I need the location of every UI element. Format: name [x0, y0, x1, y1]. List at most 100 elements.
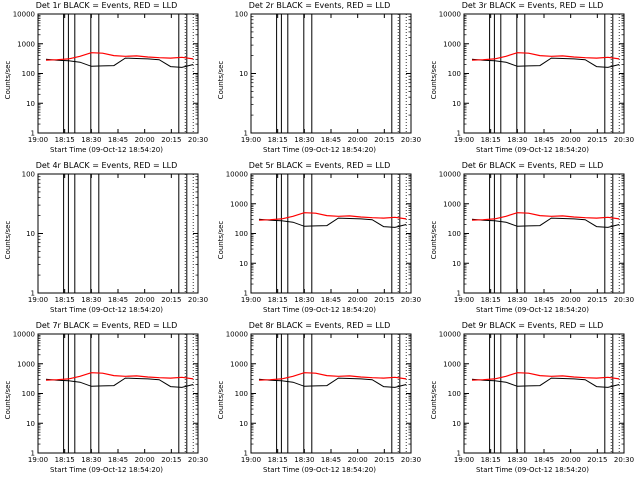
- x-tick-label: 20:30: [614, 136, 634, 144]
- y-tick-label: 1: [457, 450, 461, 458]
- panel-title: Det 9r BLACK = Events, RED = LLD: [461, 321, 604, 330]
- y-axis-label: Counts/sec: [430, 220, 438, 260]
- panel-title: Det 1r BLACK = Events, RED = LLD: [35, 1, 178, 10]
- x-tick-label: 20:00: [135, 456, 155, 464]
- x-tick-label: 20:30: [614, 296, 634, 304]
- series-line: [471, 372, 620, 381]
- x-tick-label: 18:45: [534, 296, 554, 304]
- series-line: [258, 212, 407, 221]
- detector-panel: 1 10 100 1000 10000 19:00 18:15 18:30 18:45 20:00…: [426, 320, 639, 480]
- plot-canvas: 1 10 100 1000 10000 19:00 18:15 18:30 18:45 20:00…: [226, 171, 421, 305]
- detector-panel: 1 10 100 1000 10000 19:00 18:15 18:30 18:45 20:00…: [0, 320, 213, 480]
- x-tick-label: 18:15: [481, 296, 501, 304]
- plot-canvas: 1 10 100 1000 10000 19:00 18:15 18:30 18:45 20:00…: [13, 11, 208, 145]
- y-tick-label: 10: [26, 100, 35, 108]
- panel-title: Det 6r BLACK = Events, RED = LLD: [461, 161, 604, 170]
- panel-title: Det 3r BLACK = Events, RED = LLD: [461, 1, 604, 10]
- series-line: [258, 377, 407, 388]
- x-axis-label: Start Time (09-Oct-12 18:54:20): [50, 306, 163, 314]
- x-tick-label: 18:45: [108, 136, 128, 144]
- series-line: [471, 212, 620, 221]
- series-line: [258, 217, 407, 228]
- y-tick-label: 1: [244, 130, 248, 138]
- y-tick-label: 1000: [443, 360, 461, 368]
- y-tick-label: 1000: [17, 40, 35, 48]
- panel-title: Det 2r BLACK = Events, RED = LLD: [248, 1, 391, 10]
- x-tick-label: 20:15: [161, 296, 181, 304]
- panel-title: Det 4r BLACK = Events, RED = LLD: [35, 161, 178, 170]
- detector-panel: 1 10 100 19:00 18:15 18:30 18:45 20:00 20:15 20:3…: [213, 0, 426, 160]
- x-tick-label: 18:45: [321, 136, 341, 144]
- x-tick-label: 20:15: [587, 296, 607, 304]
- x-tick-label: 18:45: [321, 296, 341, 304]
- x-tick-label: 18:45: [534, 456, 554, 464]
- series-line: [471, 57, 620, 68]
- y-tick-label: 10: [452, 420, 461, 428]
- plot-frame: [37, 333, 199, 454]
- x-axis-label: Start Time (09-Oct-12 18:54:20): [263, 306, 376, 314]
- y-tick-label: 100: [235, 11, 248, 19]
- x-tick-label: 19:00: [241, 136, 261, 144]
- detector-panel: 1 10 100 1000 10000 19:00 18:15 18:30 18:45 20:00…: [213, 160, 426, 320]
- panel-title: Det 7r BLACK = Events, RED = LLD: [35, 321, 178, 330]
- x-axis-label: Start Time (09-Oct-12 18:54:20): [50, 146, 163, 154]
- plot-frame: [37, 13, 199, 134]
- x-tick-label: 20:30: [188, 136, 208, 144]
- x-tick-label: 20:15: [587, 456, 607, 464]
- y-tick-label: 1: [244, 450, 248, 458]
- x-axis-label: Start Time (09-Oct-12 18:54:20): [476, 466, 589, 474]
- y-axis-label: Counts/sec: [4, 380, 12, 420]
- plot-frame: [463, 13, 625, 134]
- series-line: [471, 52, 620, 61]
- y-tick-label: 10000: [226, 171, 248, 179]
- x-tick-label: 18:45: [108, 296, 128, 304]
- x-tick-label: 20:30: [188, 456, 208, 464]
- plot-frame: [250, 173, 412, 294]
- plot-canvas: 1 10 100 1000 10000 19:00 18:15 18:30 18:45 20:00…: [439, 11, 634, 145]
- x-tick-label: 19:00: [454, 136, 474, 144]
- x-tick-label: 20:15: [587, 136, 607, 144]
- plot-canvas: 1 10 100 19:00 18:15 18:30 18:45 20:00 20:15 20:3…: [235, 11, 421, 145]
- y-tick-label: 10000: [439, 171, 461, 179]
- x-tick-label: 18:15: [268, 296, 288, 304]
- panel-title: Det 5r BLACK = Events, RED = LLD: [248, 161, 391, 170]
- x-tick-label: 19:00: [454, 296, 474, 304]
- x-tick-label: 20:30: [401, 296, 421, 304]
- x-tick-label: 20:15: [374, 136, 394, 144]
- y-tick-label: 100: [22, 70, 35, 78]
- y-tick-label: 1: [31, 130, 35, 138]
- y-axis-label: Counts/sec: [217, 380, 225, 420]
- y-tick-label: 10000: [439, 11, 461, 19]
- y-tick-label: 10000: [13, 11, 35, 19]
- plot-canvas: 1 10 100 1000 10000 19:00 18:15 18:30 18:45 20:00…: [439, 331, 634, 465]
- y-tick-label: 10: [26, 420, 35, 428]
- x-tick-label: 18:30: [294, 136, 314, 144]
- y-tick-label: 1000: [443, 200, 461, 208]
- series-line: [45, 377, 194, 388]
- x-tick-label: 20:00: [561, 456, 581, 464]
- x-tick-label: 20:30: [188, 296, 208, 304]
- plot-canvas: 1 10 100 1000 10000 19:00 18:15 18:30 18:45 20:00…: [439, 171, 634, 305]
- series-line: [471, 217, 620, 228]
- x-tick-label: 18:15: [481, 456, 501, 464]
- y-tick-label: 10: [239, 420, 248, 428]
- y-tick-label: 1: [457, 130, 461, 138]
- y-axis-label: Counts/sec: [430, 60, 438, 100]
- x-tick-label: 18:30: [294, 296, 314, 304]
- detector-panel: 1 10 100 1000 10000 19:00 18:15 18:30 18:45 20:00…: [426, 0, 639, 160]
- x-axis-label: Start Time (09-Oct-12 18:54:20): [476, 146, 589, 154]
- y-tick-label: 1: [31, 450, 35, 458]
- y-tick-label: 100: [22, 390, 35, 398]
- x-tick-label: 19:00: [28, 456, 48, 464]
- plot-canvas: 1 10 100 19:00 18:15 18:30 18:45 20:00 20:15 20:3…: [22, 171, 208, 305]
- y-tick-label: 1000: [443, 40, 461, 48]
- panel-title: Det 8r BLACK = Events, RED = LLD: [248, 321, 391, 330]
- x-axis-label: Start Time (09-Oct-12 18:54:20): [50, 466, 163, 474]
- x-tick-label: 18:15: [268, 456, 288, 464]
- x-tick-label: 18:45: [108, 456, 128, 464]
- detector-panel: 1 10 100 1000 10000 19:00 18:15 18:30 18:45 20:00…: [0, 0, 213, 160]
- x-tick-label: 19:00: [241, 456, 261, 464]
- plot-frame: [250, 13, 412, 134]
- y-tick-label: 100: [235, 230, 248, 238]
- x-tick-label: 18:15: [55, 456, 75, 464]
